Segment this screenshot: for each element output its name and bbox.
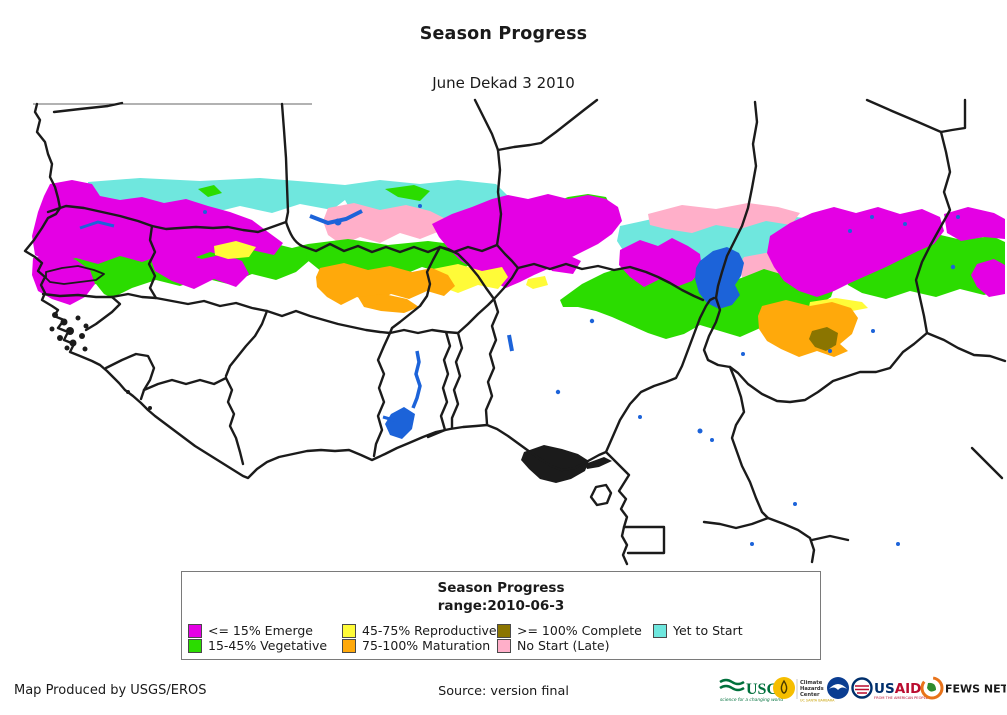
emerge-swatch: [188, 624, 202, 638]
kainji-reservoir: [507, 334, 514, 352]
no-start-swatch: [497, 639, 511, 653]
country-borders: [23, 98, 1007, 566]
legend-item-maturation: 75-100% Maturation: [342, 639, 490, 653]
legend-range: range:2010-06-3: [437, 598, 565, 614]
legend-item-reproductive: 45-75% Reproductive: [342, 624, 497, 638]
usaid-logo: USAID FROM THE AMERICAN PEOPLE: [851, 677, 929, 700]
page-title: Season Progress: [419, 24, 588, 44]
source-text: Source: version final: [438, 684, 569, 699]
svg-text:USAID: USAID: [874, 681, 921, 697]
produced-by-text: Map Produced by USGS/EROS: [14, 683, 207, 698]
noaa-logo: [827, 677, 849, 699]
yet-to-start-swatch: [653, 624, 667, 638]
legend-item-emerge: <= 15% Emerge: [188, 624, 313, 638]
raster-complete: [809, 327, 838, 351]
reproductive-swatch: [342, 624, 356, 638]
svg-text:Climate: Climate: [800, 680, 823, 686]
lake-volta: [385, 407, 415, 439]
legend-title: Season Progress: [437, 580, 565, 596]
niger-delta: [521, 445, 589, 483]
svg-text:Hazards: Hazards: [800, 686, 824, 692]
fewsnet-logo: FEWS NET: [920, 676, 1006, 700]
volta-river: [411, 350, 422, 409]
svg-text:Center: Center: [800, 692, 820, 698]
legend-item-yet-to-start: Yet to Start: [653, 624, 743, 638]
svg-text:UC SANTA BARBARA: UC SANTA BARBARA: [800, 699, 835, 703]
page-subtitle: June Dekad 3 2010: [432, 74, 575, 92]
noaa-gull-icon: [829, 684, 847, 690]
maturation-swatch: [342, 639, 356, 653]
fewsnet-globe-icon: [927, 682, 936, 692]
complete-swatch: [497, 624, 511, 638]
svg-text:FEWS NET: FEWS NET: [945, 683, 1006, 696]
droplet-icon: [780, 679, 788, 694]
svg-text:FROM THE AMERICAN PEOPLE: FROM THE AMERICAN PEOPLE: [874, 696, 929, 700]
legend-item-complete: >= 100% Complete: [497, 624, 642, 638]
svg-text:science for a changing world: science for a changing world: [720, 697, 783, 703]
bissau-archipelago: [49, 312, 152, 410]
legend-item-vegetative: 15-45% Vegetative: [188, 639, 327, 653]
senegal-river: [79, 220, 115, 230]
legend-item-no-start: No Start (Late): [497, 639, 609, 653]
coastline: [23, 102, 631, 566]
chc-logo: Climate Hazards Center UC SANTA BARBARA: [773, 677, 835, 703]
dark-features: [49, 312, 612, 483]
footer-logos: USGS science for a changing world Climat…: [719, 676, 1006, 703]
volta-west-arm: [382, 415, 398, 423]
vegetative-swatch: [188, 639, 202, 653]
